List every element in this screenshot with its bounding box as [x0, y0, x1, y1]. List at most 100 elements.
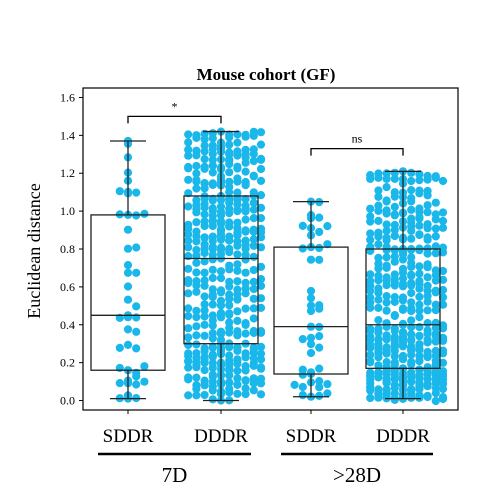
data-point	[200, 184, 209, 193]
data-point	[249, 304, 258, 313]
data-point	[208, 334, 217, 343]
data-point	[306, 286, 316, 296]
data-point	[225, 236, 234, 245]
data-point	[200, 320, 209, 329]
data-point	[315, 332, 324, 341]
data-point	[390, 202, 399, 211]
data-point	[200, 221, 209, 231]
data-point	[306, 306, 316, 316]
data-point	[415, 332, 424, 341]
swarm-points	[115, 127, 448, 406]
data-point	[423, 201, 432, 210]
data-point	[208, 221, 217, 231]
y-tick-label: 0.0	[60, 394, 75, 408]
data-point	[366, 324, 375, 333]
data-point	[184, 340, 193, 350]
data-point	[431, 224, 440, 233]
data-point	[241, 158, 250, 167]
data-point	[390, 174, 399, 183]
data-point	[225, 388, 234, 397]
data-point	[407, 226, 416, 235]
data-point	[249, 131, 258, 140]
data-point	[184, 230, 193, 239]
data-point	[431, 232, 440, 241]
data-point	[241, 304, 250, 313]
data-point	[366, 235, 375, 244]
axes: 0.0 0.2 0.4 0.6 0.8 1.0 1.2 1.4 1.6 SDDR DDDR SDDR D…	[60, 87, 459, 447]
data-point	[208, 255, 217, 264]
data-point	[225, 371, 234, 380]
data-point	[298, 244, 307, 253]
data-point	[192, 384, 201, 393]
data-point	[184, 264, 193, 273]
data-point	[398, 255, 408, 264]
data-point	[256, 390, 266, 399]
data-point	[407, 262, 416, 271]
data-point	[184, 145, 193, 154]
data-point	[216, 288, 226, 297]
data-point	[184, 164, 193, 173]
data-point	[233, 346, 242, 355]
data-point	[374, 390, 383, 399]
data-point	[192, 373, 201, 382]
data-point	[306, 294, 316, 303]
significance-label: ns	[352, 132, 363, 146]
data-point	[132, 243, 141, 252]
data-point	[366, 356, 375, 365]
data-point	[241, 226, 250, 235]
data-point	[423, 263, 432, 272]
data-point	[123, 244, 133, 253]
data-point	[256, 176, 266, 185]
data-point	[382, 349, 391, 358]
data-point	[249, 284, 258, 294]
data-point	[366, 246, 375, 255]
data-point	[298, 335, 307, 344]
data-point	[407, 357, 416, 367]
data-point	[184, 189, 193, 198]
y-tick-label: 1.0	[60, 204, 75, 218]
data-point	[208, 386, 217, 395]
data-point	[140, 377, 149, 386]
data-point	[225, 198, 234, 207]
data-point	[192, 251, 201, 260]
data-point	[200, 358, 209, 367]
data-point	[184, 130, 193, 139]
data-point	[256, 140, 266, 149]
data-point	[225, 282, 234, 291]
data-point	[208, 370, 217, 379]
data-point	[382, 220, 391, 229]
data-point	[241, 376, 250, 385]
data-point	[200, 210, 209, 219]
data-point	[315, 377, 324, 386]
data-point	[192, 169, 201, 178]
data-point	[415, 269, 424, 278]
data-point	[256, 379, 266, 388]
data-point	[398, 282, 408, 291]
data-point	[256, 294, 266, 303]
data-point	[256, 128, 266, 137]
data-point	[390, 192, 399, 201]
data-point	[382, 197, 391, 206]
data-point	[192, 306, 201, 315]
data-point	[123, 295, 133, 304]
data-point	[366, 350, 375, 359]
box-plots	[90, 130, 441, 402]
data-point	[290, 380, 299, 389]
data-point	[256, 243, 266, 252]
data-point	[192, 218, 201, 227]
data-point	[323, 222, 332, 231]
data-point	[415, 300, 424, 309]
data-point	[200, 155, 209, 164]
data-point	[200, 312, 209, 321]
data-point	[306, 340, 316, 349]
data-point	[407, 253, 416, 262]
data-point	[438, 394, 448, 404]
data-point	[315, 227, 324, 237]
y-tick-label: 0.4	[60, 318, 75, 332]
data-point	[249, 172, 258, 181]
data-point	[241, 268, 250, 277]
data-point	[431, 396, 440, 406]
data-point	[415, 393, 424, 402]
data-point	[184, 391, 193, 400]
data-point	[192, 161, 201, 171]
